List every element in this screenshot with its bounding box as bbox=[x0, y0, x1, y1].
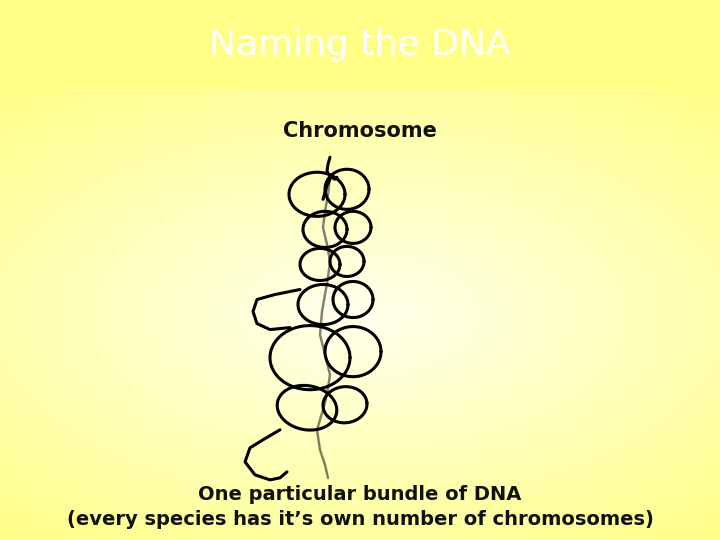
Ellipse shape bbox=[0, 46, 720, 540]
Ellipse shape bbox=[53, 158, 667, 471]
Ellipse shape bbox=[110, 187, 610, 442]
Ellipse shape bbox=[0, 105, 720, 524]
Ellipse shape bbox=[24, 144, 696, 485]
Ellipse shape bbox=[0, 99, 720, 530]
Ellipse shape bbox=[43, 153, 677, 476]
Ellipse shape bbox=[0, 129, 720, 500]
Ellipse shape bbox=[351, 309, 369, 320]
Ellipse shape bbox=[322, 295, 398, 334]
Ellipse shape bbox=[0, 94, 720, 535]
Ellipse shape bbox=[0, 51, 720, 540]
Ellipse shape bbox=[101, 183, 619, 447]
Ellipse shape bbox=[149, 207, 571, 422]
Ellipse shape bbox=[0, 90, 720, 539]
Ellipse shape bbox=[245, 256, 475, 373]
Ellipse shape bbox=[216, 241, 504, 388]
Ellipse shape bbox=[341, 305, 379, 325]
Ellipse shape bbox=[0, 119, 720, 510]
Ellipse shape bbox=[0, 124, 720, 505]
Ellipse shape bbox=[158, 212, 562, 417]
Ellipse shape bbox=[91, 178, 629, 451]
Text: Naming the DNA: Naming the DNA bbox=[210, 28, 510, 62]
Ellipse shape bbox=[207, 237, 513, 393]
Ellipse shape bbox=[139, 202, 581, 427]
Ellipse shape bbox=[14, 139, 706, 490]
Ellipse shape bbox=[72, 168, 648, 461]
Ellipse shape bbox=[178, 222, 542, 407]
Ellipse shape bbox=[0, 85, 720, 540]
Ellipse shape bbox=[264, 266, 456, 363]
Ellipse shape bbox=[235, 251, 485, 378]
Ellipse shape bbox=[120, 192, 600, 437]
Text: (every species has it’s own number of chromosomes): (every species has it’s own number of ch… bbox=[66, 510, 654, 529]
Ellipse shape bbox=[168, 217, 552, 412]
Ellipse shape bbox=[293, 280, 427, 349]
Ellipse shape bbox=[0, 31, 720, 540]
Ellipse shape bbox=[0, 56, 720, 540]
Ellipse shape bbox=[187, 227, 533, 402]
Ellipse shape bbox=[312, 290, 408, 339]
Ellipse shape bbox=[0, 70, 720, 540]
Ellipse shape bbox=[225, 246, 495, 383]
Ellipse shape bbox=[302, 285, 418, 344]
Ellipse shape bbox=[0, 22, 720, 540]
Ellipse shape bbox=[0, 114, 720, 515]
Ellipse shape bbox=[0, 36, 720, 540]
Ellipse shape bbox=[254, 261, 466, 368]
Ellipse shape bbox=[5, 134, 715, 495]
Ellipse shape bbox=[81, 173, 639, 456]
Ellipse shape bbox=[34, 148, 686, 481]
Ellipse shape bbox=[130, 197, 590, 432]
Ellipse shape bbox=[0, 60, 720, 540]
Ellipse shape bbox=[0, 80, 720, 540]
Ellipse shape bbox=[0, 110, 720, 519]
Ellipse shape bbox=[331, 300, 389, 329]
Text: One particular bundle of DNA: One particular bundle of DNA bbox=[198, 485, 522, 504]
Ellipse shape bbox=[283, 275, 437, 354]
Ellipse shape bbox=[197, 232, 523, 397]
Ellipse shape bbox=[0, 65, 720, 540]
Ellipse shape bbox=[274, 271, 446, 359]
Ellipse shape bbox=[63, 163, 657, 466]
Ellipse shape bbox=[0, 26, 720, 540]
Text: Chromosome: Chromosome bbox=[283, 121, 437, 141]
Ellipse shape bbox=[0, 75, 720, 540]
Ellipse shape bbox=[0, 41, 720, 540]
